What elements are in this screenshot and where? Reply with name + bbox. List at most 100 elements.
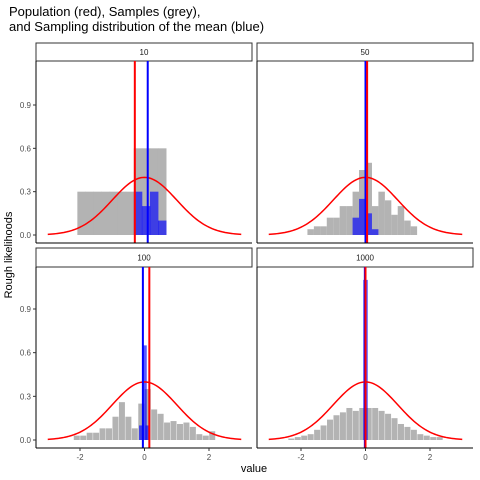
sampling-bar bbox=[352, 217, 360, 235]
sampling-bar bbox=[365, 213, 372, 235]
sample-bar bbox=[365, 407, 372, 440]
sampling-bar bbox=[371, 229, 379, 235]
y-tick-label: 0.9 bbox=[20, 305, 32, 314]
sample-bar bbox=[294, 437, 301, 440]
sample-bar bbox=[339, 412, 346, 440]
sample-bar bbox=[404, 220, 411, 235]
sample-bar bbox=[410, 429, 417, 440]
x-tick-label: 0 bbox=[142, 453, 147, 462]
chart-title-line-2: and Sampling distribution of the mean (b… bbox=[9, 19, 265, 34]
sample-bar bbox=[85, 191, 94, 235]
sample-bar bbox=[397, 206, 405, 235]
y-tick-label: 0.0 bbox=[20, 231, 32, 240]
sample-bar bbox=[384, 200, 392, 235]
sample-bar bbox=[378, 191, 385, 235]
sample-bar bbox=[189, 426, 196, 440]
y-tick-label: 0.6 bbox=[20, 144, 32, 153]
sample-bar bbox=[196, 434, 203, 440]
sample-bar bbox=[391, 214, 398, 235]
sample-bar bbox=[149, 148, 159, 235]
sample-bar bbox=[157, 148, 167, 235]
facet-label-10: 10 bbox=[140, 48, 149, 57]
sample-bar bbox=[314, 429, 321, 440]
population-curve bbox=[47, 381, 242, 441]
facet-label-50: 50 bbox=[361, 48, 370, 57]
y-tick-label: 0.6 bbox=[20, 349, 32, 358]
sampling-bar bbox=[133, 191, 143, 235]
sample-bar bbox=[391, 418, 398, 440]
facet-label-100: 100 bbox=[137, 254, 151, 263]
x-tick-label: 2 bbox=[207, 453, 212, 462]
sampling-bar bbox=[157, 220, 167, 235]
sample-bar bbox=[352, 410, 359, 440]
sample-bar bbox=[101, 191, 111, 235]
sample-bar bbox=[164, 422, 171, 440]
sample-bar bbox=[99, 428, 106, 440]
sample-bar bbox=[397, 423, 404, 440]
sample-bar bbox=[209, 431, 216, 440]
sample-bar bbox=[365, 162, 372, 235]
sample-bar bbox=[307, 229, 314, 235]
sample-bar bbox=[301, 435, 308, 440]
x-tick-label: -2 bbox=[76, 453, 84, 462]
y-tick-label: 0.3 bbox=[20, 392, 32, 401]
sample-bar bbox=[144, 389, 151, 440]
sample-bar bbox=[333, 217, 340, 235]
sample-bar bbox=[320, 226, 327, 235]
sample-bar bbox=[183, 422, 190, 440]
sampling-bar bbox=[141, 206, 151, 235]
sample-bar bbox=[385, 413, 392, 440]
sample-bar bbox=[138, 403, 145, 440]
sample-bar bbox=[86, 432, 93, 440]
sampling-bar bbox=[145, 425, 150, 440]
x-axis-title: value bbox=[241, 463, 267, 475]
sample-bar bbox=[372, 407, 379, 440]
sample-bar bbox=[112, 416, 119, 440]
sample-bar bbox=[131, 428, 138, 440]
sample-bar bbox=[359, 407, 366, 440]
sample-bar bbox=[202, 435, 209, 440]
x-tick-label: -2 bbox=[297, 453, 305, 462]
sample-bar bbox=[106, 428, 113, 440]
sample-bar bbox=[141, 148, 151, 235]
sampling-bar bbox=[149, 191, 159, 235]
sample-bar bbox=[417, 434, 424, 440]
sample-bar bbox=[93, 191, 102, 235]
sample-bar bbox=[176, 423, 183, 440]
sample-bar bbox=[371, 206, 379, 235]
sample-bar bbox=[333, 415, 340, 440]
sample-bar bbox=[410, 226, 418, 235]
sample-bar bbox=[346, 206, 353, 235]
sample-bar bbox=[339, 206, 347, 235]
sample-bar bbox=[326, 217, 334, 235]
y-axis-title: Rough likelihoods bbox=[3, 211, 15, 298]
sampling-bar bbox=[139, 425, 144, 440]
sample-bar bbox=[117, 191, 127, 235]
sample-bar bbox=[436, 437, 443, 440]
y-tick-label: 0.3 bbox=[20, 188, 32, 197]
sample-bar bbox=[80, 435, 87, 440]
facet-label-1000: 1000 bbox=[356, 254, 374, 263]
sample-bar bbox=[430, 437, 437, 440]
sample-bar bbox=[73, 435, 80, 440]
sample-bar bbox=[327, 419, 334, 440]
sample-bar bbox=[320, 425, 327, 440]
sample-bar bbox=[109, 191, 119, 235]
facet-strip-100 bbox=[35, 247, 253, 268]
sample-bar bbox=[151, 409, 158, 440]
sample-bar bbox=[352, 191, 360, 235]
population-curve bbox=[47, 176, 242, 236]
y-tick-label: 0.9 bbox=[20, 101, 32, 110]
sampling-bar bbox=[359, 198, 366, 235]
sample-bar bbox=[125, 416, 132, 440]
x-tick-label: 0 bbox=[363, 453, 368, 462]
sample-bar bbox=[77, 191, 86, 235]
facet-strip-10 bbox=[35, 42, 253, 62]
sampling-bar bbox=[142, 345, 147, 440]
sample-bar bbox=[404, 426, 411, 440]
sample-bar bbox=[288, 438, 295, 440]
sample-bar bbox=[346, 407, 353, 440]
sample-bar bbox=[125, 191, 135, 235]
sample-bar bbox=[157, 413, 164, 440]
